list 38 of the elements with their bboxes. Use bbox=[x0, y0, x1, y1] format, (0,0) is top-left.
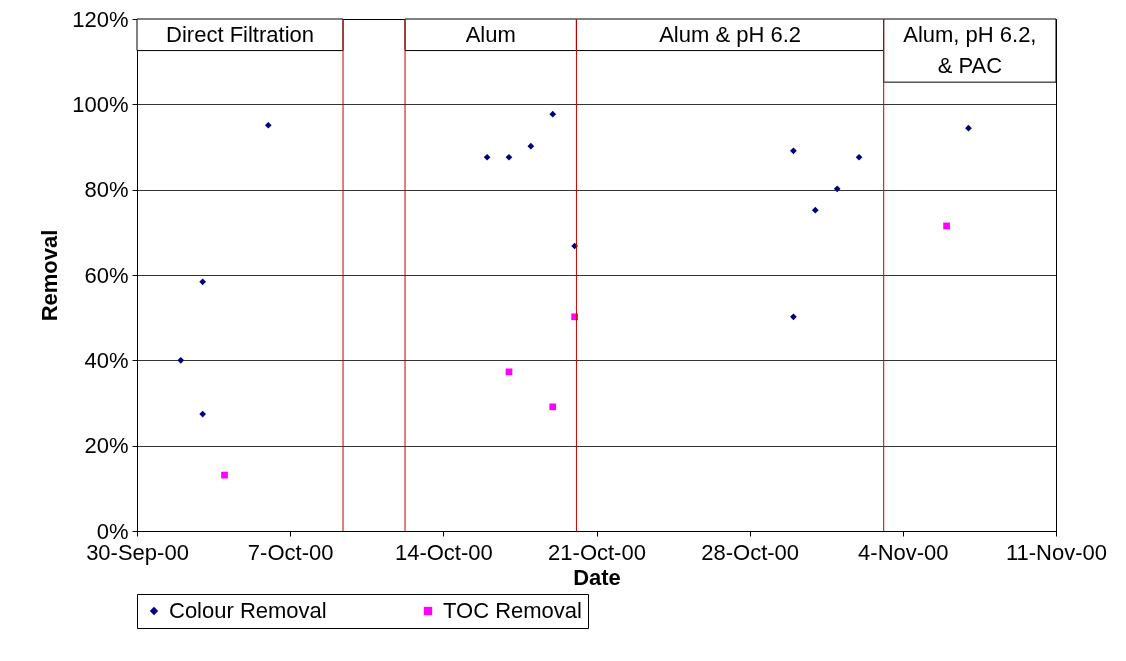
point bbox=[811, 206, 819, 214]
y-tick-label: 40% bbox=[84, 347, 129, 373]
y-tick-label: 20% bbox=[84, 433, 129, 459]
point bbox=[505, 368, 513, 376]
y-tick-label: 120% bbox=[72, 6, 129, 32]
legend-label: TOC Removal bbox=[443, 598, 582, 623]
legend-label: Colour Removal bbox=[169, 598, 327, 623]
point bbox=[199, 278, 206, 286]
point bbox=[943, 222, 950, 230]
x-axis-title: Date bbox=[573, 564, 621, 590]
y-tick-label: 100% bbox=[72, 91, 129, 117]
point bbox=[221, 471, 228, 479]
x-tick-label: 11-Nov-00 bbox=[1005, 539, 1108, 565]
point bbox=[549, 110, 557, 118]
x-tick-label: 28-Oct-00 bbox=[701, 539, 800, 565]
point bbox=[965, 124, 972, 132]
band-label: Alum, pH 6.2, & PAC bbox=[903, 21, 1037, 79]
point bbox=[527, 142, 535, 150]
point bbox=[199, 410, 206, 418]
point bbox=[833, 185, 841, 193]
band-label: Alum bbox=[465, 21, 516, 47]
point bbox=[505, 153, 513, 161]
point bbox=[855, 153, 863, 161]
y-axis-title: Removal bbox=[37, 229, 63, 322]
point bbox=[177, 356, 185, 364]
x-tick-label: 7-Oct-00 bbox=[247, 539, 334, 565]
point bbox=[790, 313, 797, 321]
band-label: Direct Filtration bbox=[166, 21, 314, 47]
x-tick-label: 21-Oct-00 bbox=[548, 539, 646, 565]
point bbox=[483, 153, 491, 161]
point bbox=[549, 403, 557, 411]
x-tick-label: 14-Oct-00 bbox=[394, 539, 493, 565]
point bbox=[790, 147, 797, 155]
y-tick-label: 80% bbox=[84, 177, 129, 203]
band-label: Alum & pH 6.2 bbox=[659, 21, 801, 47]
x-tick-label: 4-Nov-00 bbox=[858, 539, 949, 565]
y-tick-label: 60% bbox=[84, 262, 129, 288]
point bbox=[264, 121, 272, 129]
